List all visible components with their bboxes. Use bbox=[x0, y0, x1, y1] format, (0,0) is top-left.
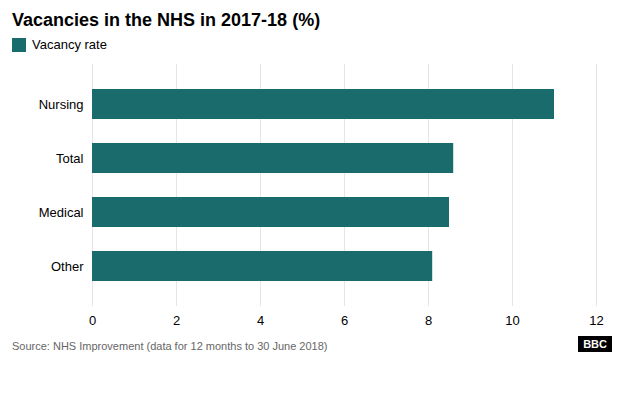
html-text:Vacancy rate: Vacancy rate bbox=[32, 37, 107, 52]
svg-text:2: 2 bbox=[173, 313, 180, 328]
html-text:Source: NHS Improvement (data: Source: NHS Improvement (data for 12 mon… bbox=[12, 340, 328, 352]
svg-text:12: 12 bbox=[589, 313, 603, 328]
svg-text:Nursing: Nursing bbox=[39, 97, 84, 112]
svg-text:6: 6 bbox=[341, 313, 348, 328]
svg-text:10: 10 bbox=[505, 313, 519, 328]
svg-text:0: 0 bbox=[89, 313, 96, 328]
svg-text:Total: Total bbox=[56, 151, 84, 166]
svg-text:4: 4 bbox=[257, 313, 264, 328]
html-text:BBC: BBC bbox=[583, 338, 607, 350]
html-text:Vacancies in the NHS in 2017-1: Vacancies in the NHS in 2017-18 (%) bbox=[12, 10, 321, 30]
svg-text:Other: Other bbox=[51, 259, 84, 274]
svg-text:8: 8 bbox=[425, 313, 432, 328]
svg-text:Medical: Medical bbox=[39, 205, 84, 220]
